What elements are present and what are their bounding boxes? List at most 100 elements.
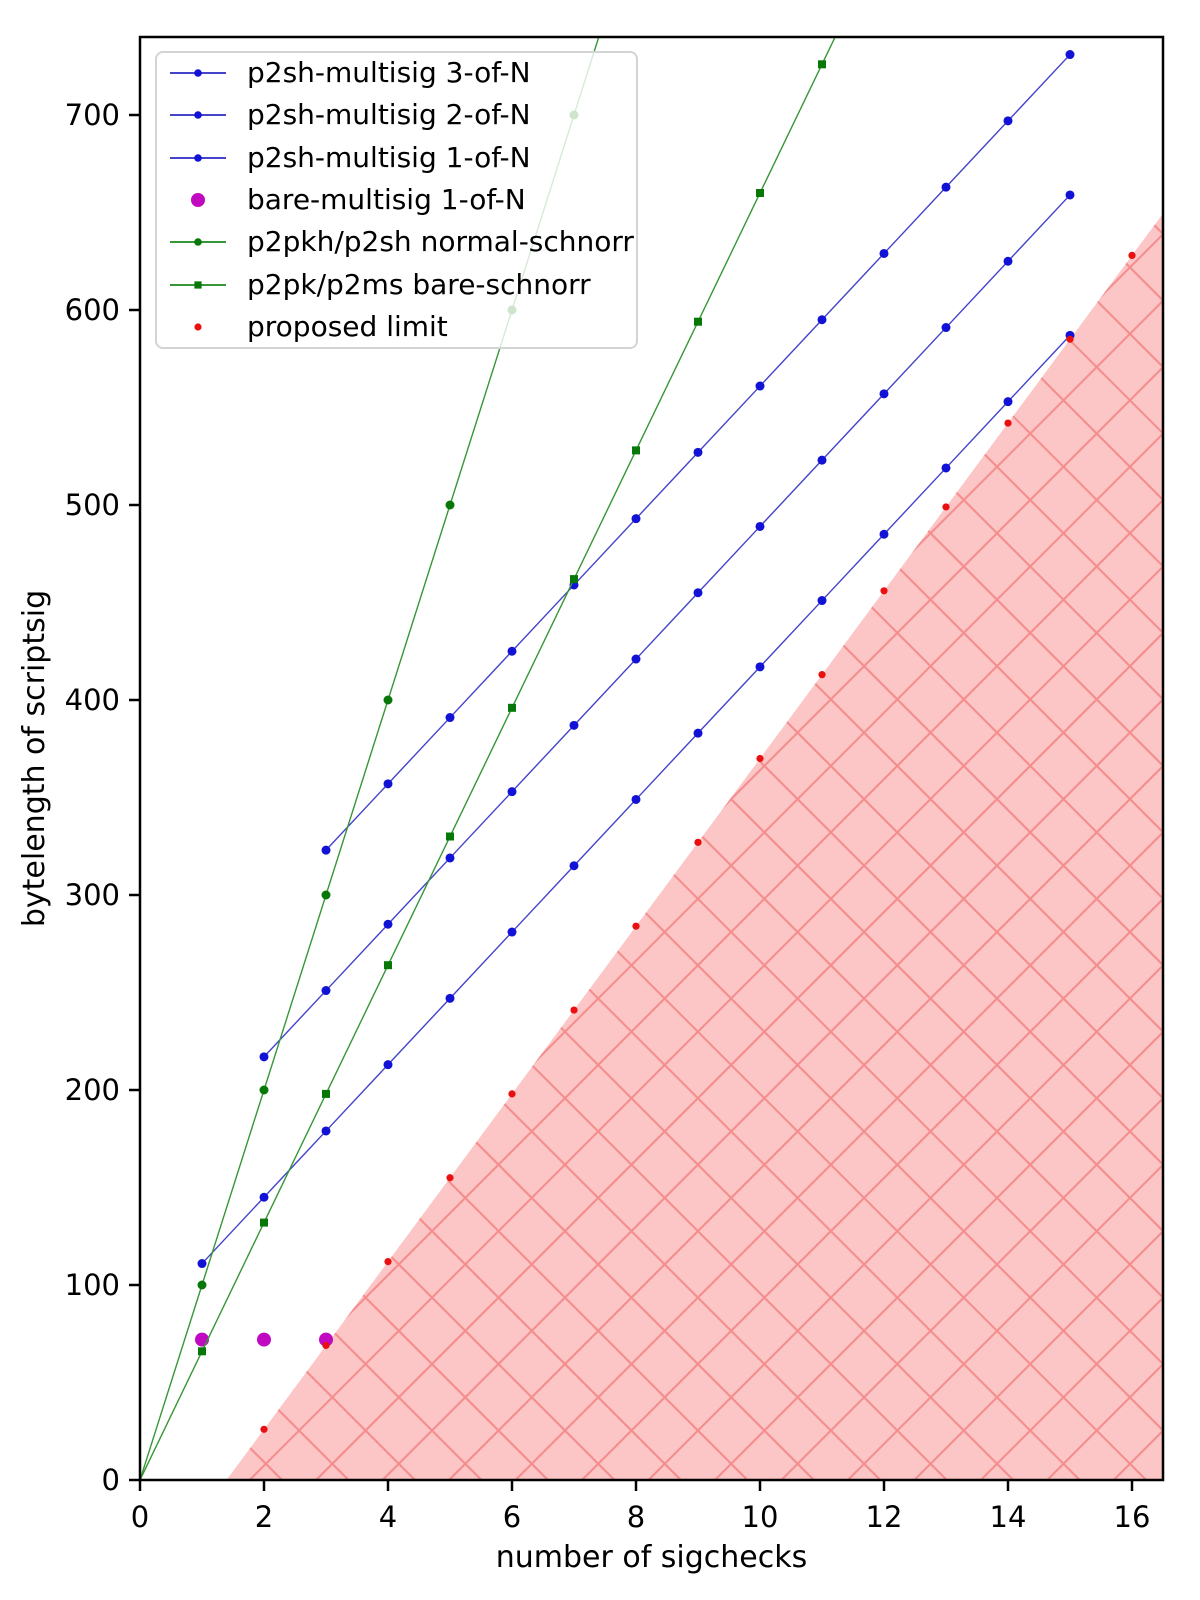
marker-p2sh-multisig-3-of-n: [321, 845, 331, 855]
x-tick-label: 2: [255, 1500, 273, 1534]
marker-proposed-limit: [818, 671, 826, 679]
x-tick-label: 8: [627, 1500, 645, 1534]
marker-proposed-limit: [508, 1090, 516, 1098]
marker-p2sh-multisig-3-of-n: [1003, 116, 1013, 126]
x-tick-label: 14: [990, 1500, 1027, 1534]
x-tick-label: 4: [379, 1500, 397, 1534]
marker-proposed-limit: [570, 1006, 578, 1014]
marker-p2sh-multisig-1-of-n: [259, 1192, 269, 1202]
legend-marker-bare-multisig-1-of-n: [191, 193, 205, 207]
marker-p2pk-p2ms-bare-schnorr: [322, 1089, 330, 1098]
legend-label: p2sh-multisig 1-of-N: [247, 140, 531, 174]
marker-p2sh-multisig-1-of-n: [941, 463, 951, 473]
marker-p2sh-multisig-2-of-n: [879, 389, 889, 399]
marker-proposed-limit: [260, 1425, 268, 1433]
x-axis-label: number of sigchecks: [496, 1540, 808, 1575]
legend-marker-p2sh-multisig-1-of-n: [170, 153, 226, 162]
marker-bare-multisig-1-of-n: [319, 1332, 333, 1347]
x-tick-label: 0: [131, 1500, 149, 1534]
marker-p2pk-p2ms-bare-schnorr: [198, 1347, 206, 1356]
marker-p2sh-multisig-3-of-n: [879, 248, 889, 258]
legend-item-p2sh-multisig-3-of-n: p2sh-multisig 3-of-N: [167, 52, 636, 94]
marker-p2sh-multisig-1-of-n: [693, 728, 703, 738]
marker-p2pk-p2ms-bare-schnorr: [508, 703, 516, 712]
x-tick-label: 16: [1114, 1500, 1151, 1534]
legend-item-proposed-limit: proposed limit: [167, 306, 636, 348]
series-line-p2sh-multisig-2-of-n: [263, 194, 1071, 1058]
legend-marker-p2sh-multisig-2-of-n: [170, 111, 226, 120]
marker-p2pk-p2ms-bare-schnorr: [384, 961, 392, 970]
legend-label: bare-multisig 1-of-N: [247, 183, 526, 216]
marker-p2sh-multisig-3-of-n: [693, 447, 703, 457]
plot-area: [140, 37, 1163, 1480]
y-tick-label: 300: [65, 878, 120, 912]
marker-p2pk-p2ms-bare-schnorr: [446, 832, 454, 841]
marker-p2pkh-p2sh-normal-schnorr: [259, 1085, 269, 1095]
marker-proposed-limit: [632, 922, 640, 930]
marker-p2pk-p2ms-bare-schnorr: [818, 60, 826, 69]
marker-p2sh-multisig-3-of-n: [383, 779, 393, 789]
legend-item-p2pkh-p2sh-normal-schnorr: p2pkh/p2sh normal-schnorr: [167, 221, 636, 263]
series-line-p2pk-p2ms-bare-schnorr: [140, 37, 836, 1480]
marker-p2sh-multisig-1-of-n: [197, 1259, 207, 1269]
legend-item-p2pk-p2ms-bare-schnorr: p2pk/p2ms bare-schnorr: [167, 264, 636, 306]
marker-p2sh-multisig-2-of-n: [445, 853, 455, 863]
marker-p2sh-multisig-1-of-n: [507, 927, 517, 937]
marker-p2sh-multisig-2-of-n: [507, 787, 517, 797]
marker-p2sh-multisig-2-of-n: [941, 323, 951, 333]
marker-p2sh-multisig-1-of-n: [569, 861, 579, 871]
marker-p2sh-multisig-2-of-n: [321, 986, 331, 996]
legend-marker-p2pk-p2ms-bare-schnorr: [170, 281, 226, 289]
marker-p2sh-multisig-2-of-n: [693, 588, 703, 598]
marker-p2sh-multisig-3-of-n: [1065, 50, 1075, 60]
legend-item-p2sh-multisig-2-of-n: p2sh-multisig 2-of-N: [167, 94, 636, 136]
marker-p2pk-p2ms-bare-schnorr: [260, 1218, 268, 1227]
marker-p2sh-multisig-2-of-n: [259, 1052, 269, 1062]
marker-proposed-limit: [942, 503, 950, 511]
marker-p2pkh-p2sh-normal-schnorr: [445, 500, 455, 510]
marker-p2sh-multisig-3-of-n: [445, 713, 455, 723]
y-tick-label: 0: [102, 1463, 120, 1497]
marker-proposed-limit: [756, 754, 764, 763]
marker-proposed-limit: [384, 1258, 392, 1266]
marker-p2pkh-p2sh-normal-schnorr: [197, 1280, 207, 1290]
y-tick-label: 700: [65, 98, 120, 132]
marker-p2sh-multisig-2-of-n: [631, 654, 641, 664]
marker-p2sh-multisig-1-of-n: [631, 794, 641, 804]
marker-p2sh-multisig-1-of-n: [383, 1060, 393, 1070]
marker-proposed-limit: [880, 587, 888, 595]
marker-p2sh-multisig-3-of-n: [817, 315, 827, 325]
x-tick-label: 10: [742, 1500, 779, 1534]
y-tick-label: 400: [65, 683, 120, 717]
marker-p2sh-multisig-3-of-n: [755, 381, 765, 391]
plot-frame: [138, 35, 1165, 1482]
y-tick-label: 100: [65, 1268, 120, 1302]
marker-p2sh-multisig-2-of-n: [1003, 256, 1013, 266]
marker-p2sh-multisig-1-of-n: [755, 662, 765, 672]
marker-p2pk-p2ms-bare-schnorr: [756, 189, 764, 197]
legend-label: p2sh-multisig 3-of-N: [247, 55, 531, 89]
legend-item-bare-multisig-1-of-n: bare-multisig 1-of-N: [167, 179, 636, 221]
x-tick-label: 6: [503, 1500, 521, 1534]
marker-p2sh-multisig-1-of-n: [1003, 397, 1013, 407]
marker-proposed-limit: [1128, 251, 1136, 259]
legend-marker-proposed-limit: [194, 323, 202, 331]
legend-label: p2pkh/p2sh normal-schnorr: [247, 225, 634, 259]
marker-p2sh-multisig-2-of-n: [817, 455, 827, 465]
marker-p2sh-multisig-1-of-n: [445, 993, 455, 1003]
marker-proposed-limit: [694, 838, 702, 846]
y-tick-label: 200: [65, 1073, 120, 1107]
legend-marker-p2pkh-p2sh-normal-schnorr: [170, 238, 226, 247]
legend-label: proposed limit: [247, 310, 448, 344]
legend: p2sh-multisig 3-of-N p2sh-multisig 2-of-N…: [155, 51, 638, 349]
y-tick-label: 600: [65, 293, 120, 327]
y-axis-label: bytelength of scriptsig: [17, 590, 52, 927]
marker-p2sh-multisig-1-of-n: [879, 529, 889, 539]
marker-p2pkh-p2sh-normal-schnorr: [321, 890, 331, 900]
marker-p2sh-multisig-2-of-n: [569, 720, 579, 730]
legend-label: p2pk/p2ms bare-schnorr: [247, 267, 591, 301]
x-tick-label: 12: [866, 1500, 903, 1534]
marker-p2pk-p2ms-bare-schnorr: [694, 317, 702, 326]
marker-p2pk-p2ms-bare-schnorr: [570, 575, 578, 584]
